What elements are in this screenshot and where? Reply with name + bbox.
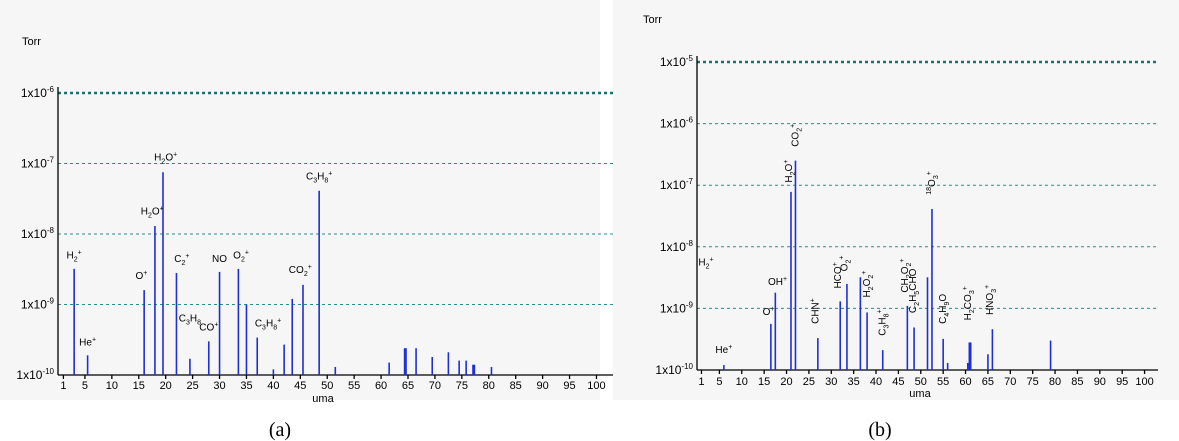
x-tick-label: 1 xyxy=(60,380,66,392)
y-tick-label: 1x10-6 xyxy=(660,116,694,131)
y-unit-label: Torr xyxy=(643,14,662,26)
peak-label: O2+ xyxy=(233,249,249,263)
x-tick-label: 95 xyxy=(1116,376,1128,388)
y-unit-label: Torr xyxy=(22,36,41,48)
peak-label: 18O3+ xyxy=(926,171,940,195)
x-tick-label: 15 xyxy=(758,376,770,388)
x-tick-label: 25 xyxy=(186,380,198,392)
x-tick-label: 40 xyxy=(267,380,279,392)
peak-label: H2O2+ xyxy=(861,271,875,298)
x-tick-label: 90 xyxy=(536,380,548,392)
x-tick-label: 35 xyxy=(240,380,252,392)
peak-label: CO2+ xyxy=(289,264,312,278)
peak-label: H2O+ xyxy=(783,160,797,183)
peak-label: C4H9O xyxy=(938,294,951,324)
x-tick-label: 45 xyxy=(294,380,306,392)
x-tick-label: 55 xyxy=(937,376,949,388)
x-tick-label: 55 xyxy=(348,380,360,392)
x-tick-label: 90 xyxy=(1094,376,1106,388)
x-tick-label: 30 xyxy=(825,376,837,388)
x-tick-label: 65 xyxy=(982,376,994,388)
peak-label: HNO3+ xyxy=(984,285,998,315)
y-tick-label: 1x10-8 xyxy=(660,239,694,254)
y-tick-label: 1x10-10 xyxy=(655,362,693,377)
x-tick-label: 50 xyxy=(321,380,333,392)
peak-label: H2O+ xyxy=(141,205,164,219)
peak-label: NO xyxy=(212,254,227,265)
x-axis-label: uma xyxy=(312,393,334,405)
x-tick-label: 85 xyxy=(510,380,522,392)
panel-background xyxy=(0,0,600,400)
caption-b: (b) xyxy=(868,419,891,441)
peak-label: H2O+ xyxy=(154,152,177,166)
y-tick-label: 1x10-6 xyxy=(21,85,55,100)
peak-label: CO+ xyxy=(199,321,218,333)
x-tick-label: 85 xyxy=(1071,376,1083,388)
x-tick-label: 40 xyxy=(870,376,882,388)
x-tick-label: 100 xyxy=(1135,376,1153,388)
x-tick-label: 75 xyxy=(456,380,468,392)
peak-label: H2+ xyxy=(698,256,713,270)
x-tick-label: 95 xyxy=(563,380,575,392)
x-tick-label: 45 xyxy=(892,376,904,388)
peak-label: O2+ xyxy=(839,256,853,272)
panel-b: Torr 1x10-10 1x10-9 1x10-8 1x10-7 1x10-6 1x10-… xyxy=(613,0,1179,400)
x-tick-label: 35 xyxy=(848,376,860,388)
x-tick-label: 30 xyxy=(213,380,225,392)
y-tick-label: 1x10-7 xyxy=(660,177,694,192)
x-tick-label: 1 xyxy=(698,376,704,388)
y-tick-label: 1x10-5 xyxy=(660,54,694,69)
peak-label: HCO+ xyxy=(832,262,844,288)
x-tick-label: 5 xyxy=(716,376,722,388)
x-tick-label: 70 xyxy=(1004,376,1016,388)
x-tick-label: 65 xyxy=(402,380,414,392)
y-tick-label: 1x10-8 xyxy=(21,226,55,241)
x-tick-label: 50 xyxy=(915,376,927,388)
x-tick-label: 15 xyxy=(133,380,145,392)
x-tick-label: 80 xyxy=(1049,376,1061,388)
x-tick-label: 80 xyxy=(483,380,495,392)
x-tick-label: 60 xyxy=(959,376,971,388)
peak-label: CH2O2+ xyxy=(899,259,913,293)
x-tick-label: 10 xyxy=(106,380,118,392)
x-tick-label: 20 xyxy=(780,376,792,388)
x-tick-label: 70 xyxy=(429,380,441,392)
x-tick-label: 20 xyxy=(160,380,172,392)
x-tick-label: 75 xyxy=(1027,376,1039,388)
peak-label: C3H8+ xyxy=(255,317,281,331)
y-tick-label: 1x10-10 xyxy=(16,367,54,382)
peak-label: C3H8+ xyxy=(877,309,891,335)
peak-label: C3H8 xyxy=(179,314,201,327)
x-tick-label: 10 xyxy=(736,376,748,388)
peak-label: CO2+ xyxy=(789,124,803,147)
x-tick-label: 25 xyxy=(803,376,815,388)
peak-label: O+ xyxy=(136,270,148,282)
peak-label: He+ xyxy=(715,344,732,356)
peak-label: C2+ xyxy=(174,253,189,267)
peak-label: C3H8+ xyxy=(306,171,332,185)
y-tick-label: 1x10-9 xyxy=(21,297,55,312)
peak-label: H2CO3+ xyxy=(962,286,976,320)
y-tick-label: 1x10-7 xyxy=(21,156,55,171)
x-tick-label: 100 xyxy=(587,380,605,392)
x-tick-label: 5 xyxy=(82,380,88,392)
peak-label: He+ xyxy=(79,337,96,349)
panel-background xyxy=(613,0,1179,400)
y-tick-label: 1x10-9 xyxy=(660,300,694,315)
caption-a: (a) xyxy=(269,419,291,441)
peak-label: C2H5CHO xyxy=(908,268,921,313)
peak-label: O+ xyxy=(763,306,775,318)
x-tick-label: 60 xyxy=(375,380,387,392)
peak-label: CHN+ xyxy=(810,298,822,324)
x-axis-label: uma xyxy=(909,388,931,400)
peak-label: OH+ xyxy=(768,276,787,288)
peak-label: H2+ xyxy=(67,249,82,263)
